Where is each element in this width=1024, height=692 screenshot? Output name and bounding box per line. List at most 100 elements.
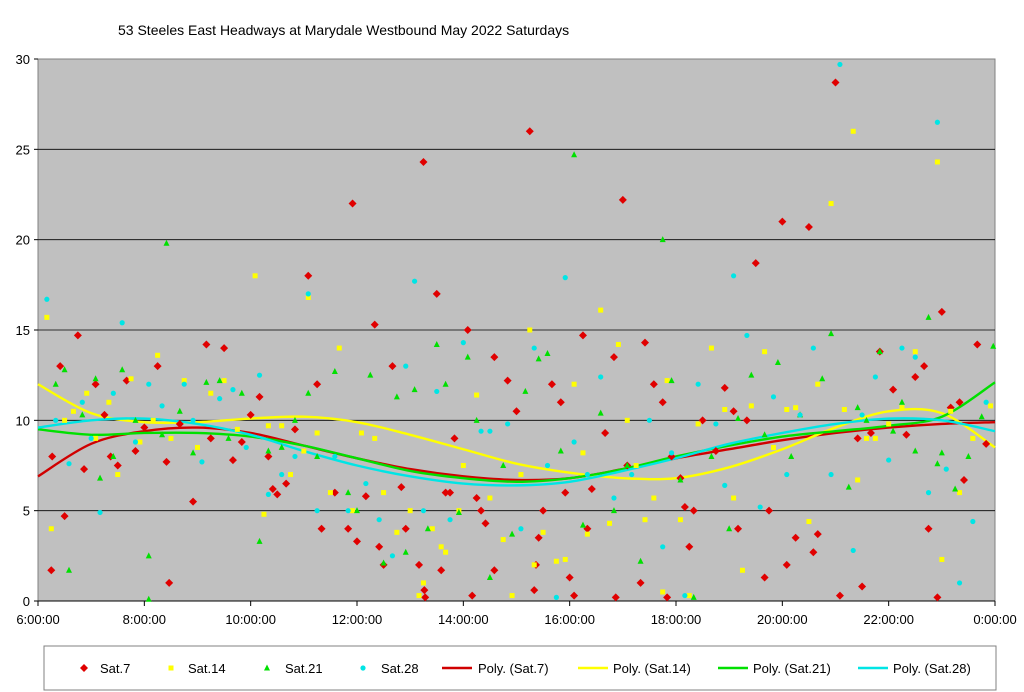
point-sat-14 bbox=[252, 273, 258, 279]
point-sat-14 bbox=[664, 378, 670, 384]
point-sat-28 bbox=[925, 490, 932, 496]
point-sat-14 bbox=[527, 327, 533, 333]
point-sat-14 bbox=[221, 378, 227, 384]
point-sat-7 bbox=[734, 524, 743, 533]
point-sat-21 bbox=[898, 398, 905, 405]
x-tick-label: 22:00:00 bbox=[863, 612, 914, 627]
point-sat-21 bbox=[925, 313, 932, 320]
point-sat-14 bbox=[864, 435, 870, 441]
point-sat-28 bbox=[629, 471, 635, 478]
point-sat-21 bbox=[256, 537, 263, 544]
point-sat-21 bbox=[965, 452, 972, 459]
point-sat-28 bbox=[243, 444, 249, 451]
point-sat-28 bbox=[784, 471, 790, 478]
point-sat-7 bbox=[640, 338, 649, 347]
point-sat-14 bbox=[416, 593, 422, 599]
point-sat-21 bbox=[278, 443, 285, 450]
point-sat-14 bbox=[615, 341, 621, 347]
point-sat-7 bbox=[348, 199, 357, 208]
chart-title: 53 Steeles East Headways at Marydale Wes… bbox=[118, 22, 569, 38]
trendline-poly-sat-28- bbox=[37, 417, 996, 487]
point-sat-21 bbox=[624, 462, 631, 468]
point-sat-28 bbox=[314, 508, 320, 514]
point-sat-14 bbox=[336, 345, 342, 351]
point-sat-7 bbox=[711, 447, 720, 456]
point-sat-14 bbox=[128, 376, 134, 382]
point-sat-7 bbox=[361, 492, 370, 501]
point-sat-7 bbox=[791, 533, 800, 542]
point-sat-21 bbox=[668, 377, 675, 384]
point-sat-21 bbox=[938, 449, 945, 456]
y-tick-label: 25 bbox=[16, 142, 30, 157]
point-sat-28 bbox=[828, 471, 834, 478]
point-sat-7 bbox=[421, 593, 430, 602]
point-sat-7 bbox=[441, 488, 450, 497]
point-sat-14 bbox=[518, 472, 524, 478]
trendline-poly-sat-21- bbox=[37, 381, 996, 483]
point-sat-7 bbox=[313, 380, 322, 389]
point-sat-14 bbox=[571, 381, 577, 387]
point-sat-7 bbox=[264, 452, 273, 461]
point-sat-14 bbox=[988, 403, 994, 409]
point-sat-21 bbox=[571, 151, 578, 158]
point-sat-7 bbox=[680, 503, 689, 512]
point-sat-14 bbox=[607, 520, 613, 526]
point-sat-21 bbox=[535, 355, 542, 362]
point-sat-7 bbox=[73, 331, 82, 340]
point-sat-28 bbox=[668, 450, 675, 456]
point-sat-14 bbox=[62, 417, 68, 423]
point-sat-21 bbox=[331, 368, 338, 375]
point-sat-21 bbox=[509, 530, 516, 537]
point-sat-21 bbox=[367, 371, 374, 378]
point-sat-14 bbox=[261, 511, 267, 517]
point-sat-7 bbox=[742, 416, 751, 425]
point-sat-21 bbox=[92, 375, 99, 382]
point-sat-28 bbox=[886, 457, 892, 463]
point-sat-7 bbox=[344, 524, 353, 533]
x-tick-label: 14:00:00 bbox=[438, 612, 489, 627]
point-sat-14 bbox=[106, 399, 112, 405]
point-sat-14 bbox=[970, 435, 976, 441]
point-sat-7 bbox=[911, 372, 920, 381]
point-sat-28 bbox=[934, 119, 941, 125]
point-sat-7 bbox=[472, 494, 481, 503]
y-tick-label: 5 bbox=[23, 504, 30, 519]
point-sat-7 bbox=[534, 533, 543, 542]
point-sat-28 bbox=[544, 462, 551, 469]
point-sat-21 bbox=[354, 507, 360, 514]
x-tick-label: 18:00:00 bbox=[651, 612, 702, 627]
point-sat-14 bbox=[762, 349, 768, 355]
point-sat-28 bbox=[110, 390, 116, 396]
point-sat-7 bbox=[636, 578, 645, 587]
point-sat-14 bbox=[708, 345, 714, 351]
point-sat-7 bbox=[91, 380, 100, 389]
point-sat-28 bbox=[265, 491, 271, 498]
point-sat-14 bbox=[115, 472, 121, 478]
point-sat-28 bbox=[531, 345, 537, 351]
point-sat-14 bbox=[474, 392, 480, 398]
point-sat-7 bbox=[729, 407, 738, 416]
point-sat-21 bbox=[544, 349, 551, 356]
point-sat-28 bbox=[912, 354, 918, 360]
point-sat-21 bbox=[433, 340, 440, 347]
point-sat-28 bbox=[872, 374, 878, 380]
point-sat-14 bbox=[168, 435, 174, 441]
point-sat-7 bbox=[937, 307, 946, 316]
point-sat-14 bbox=[553, 558, 559, 564]
point-sat-14 bbox=[651, 495, 657, 501]
point-sat-21 bbox=[411, 386, 418, 393]
point-sat-14 bbox=[748, 403, 754, 409]
point-sat-14 bbox=[722, 406, 728, 412]
point-sat-14 bbox=[855, 477, 861, 483]
point-sat-7 bbox=[268, 484, 277, 493]
point-sat-7 bbox=[153, 362, 162, 371]
point-sat-28 bbox=[744, 332, 750, 339]
point-sat-21 bbox=[305, 389, 312, 396]
point-sat-28 bbox=[411, 278, 418, 284]
point-sat-14 bbox=[939, 556, 945, 562]
point-sat-21 bbox=[97, 474, 104, 481]
point-sat-21 bbox=[828, 330, 835, 337]
point-sat-7 bbox=[47, 566, 56, 575]
point-sat-7 bbox=[561, 488, 570, 497]
